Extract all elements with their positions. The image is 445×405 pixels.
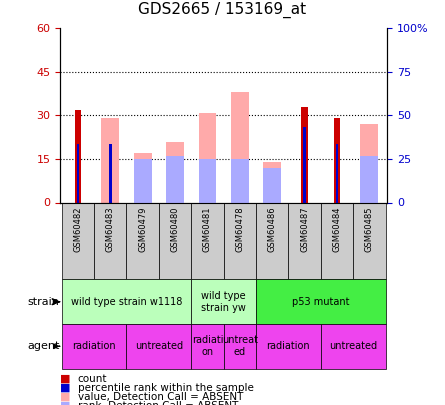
Text: radiati
on: radiati on [192, 335, 223, 357]
Bar [159, 202, 191, 279]
Text: rank, Detection Call = ABSENT: rank, Detection Call = ABSENT [78, 401, 238, 405]
Text: GSM60483: GSM60483 [106, 207, 115, 252]
Text: agent: agent [27, 341, 60, 351]
Bar [301, 107, 307, 202]
Text: GSM60478: GSM60478 [235, 207, 244, 252]
Bar [256, 279, 385, 324]
Text: wild type strain w1118: wild type strain w1118 [71, 297, 182, 307]
Text: radiation: radiation [267, 341, 310, 351]
Bar [198, 159, 216, 202]
Bar [336, 145, 338, 202]
Bar [360, 156, 378, 202]
Bar [321, 202, 353, 279]
Text: GDS2665 / 153169_at: GDS2665 / 153169_at [138, 2, 307, 18]
Bar [288, 202, 321, 279]
Bar [263, 162, 281, 202]
Text: ■: ■ [60, 374, 71, 384]
Text: GSM60480: GSM60480 [170, 207, 179, 252]
Text: GSM60484: GSM60484 [332, 207, 341, 252]
Bar [134, 159, 152, 202]
Bar [62, 324, 126, 369]
Bar [224, 324, 256, 369]
Bar [353, 202, 385, 279]
Bar [134, 153, 152, 202]
Text: untreated: untreated [329, 341, 377, 351]
Text: radiation: radiation [72, 341, 116, 351]
Bar [224, 202, 256, 279]
Bar [256, 324, 321, 369]
Text: ■: ■ [60, 401, 71, 405]
Bar [101, 118, 119, 202]
Text: count: count [78, 374, 107, 384]
Text: ■: ■ [60, 392, 71, 402]
Bar [191, 279, 256, 324]
Text: untreated: untreated [135, 341, 183, 351]
Bar [109, 145, 112, 202]
Text: GSM60486: GSM60486 [268, 207, 277, 252]
Text: GSM60487: GSM60487 [300, 207, 309, 252]
Text: untreat
ed: untreat ed [222, 335, 258, 357]
Bar [126, 202, 159, 279]
Bar [166, 142, 184, 202]
Bar [334, 118, 340, 202]
Bar [77, 145, 79, 202]
Bar [94, 202, 126, 279]
Bar [303, 127, 306, 202]
Bar [166, 156, 184, 202]
Text: percentile rank within the sample: percentile rank within the sample [78, 383, 254, 393]
Bar [321, 324, 385, 369]
Bar [198, 113, 216, 202]
Bar [191, 202, 224, 279]
Text: p53 mutant: p53 mutant [292, 297, 349, 307]
Text: GSM60481: GSM60481 [203, 207, 212, 252]
Bar [231, 92, 249, 202]
Text: wild type
strain yw: wild type strain yw [201, 291, 246, 313]
Bar [191, 324, 224, 369]
Bar [62, 202, 94, 279]
Bar [256, 202, 288, 279]
Bar [126, 324, 191, 369]
Bar [231, 159, 249, 202]
Text: value, Detection Call = ABSENT: value, Detection Call = ABSENT [78, 392, 243, 402]
Bar [75, 110, 81, 202]
Text: GSM60482: GSM60482 [73, 207, 82, 252]
Bar [62, 279, 191, 324]
Bar [263, 168, 281, 202]
Text: GSM60485: GSM60485 [365, 207, 374, 252]
Bar [360, 124, 378, 202]
Text: ■: ■ [60, 383, 71, 393]
Text: GSM60479: GSM60479 [138, 207, 147, 252]
Text: strain: strain [28, 297, 60, 307]
